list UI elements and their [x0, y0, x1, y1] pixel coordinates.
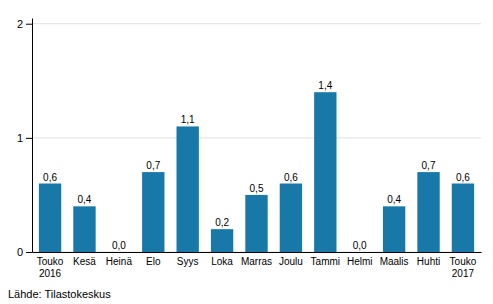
x-tick-label: Marras	[241, 256, 272, 267]
bar	[142, 172, 164, 252]
x-tick-label: Kesä	[73, 256, 96, 267]
x-tick-label-line: Loka	[211, 256, 233, 267]
grid-line	[32, 23, 481, 24]
grid-line	[32, 137, 481, 138]
x-tick-label-line: Marras	[241, 256, 272, 267]
x-tick-label-line: Tammi	[311, 256, 340, 267]
data-label: 1,4	[318, 80, 332, 91]
x-tick-label-line: Syys	[177, 256, 199, 267]
chart: 012Touko2016KesäHeinäEloSyysLokaMarrasJo…	[0, 0, 493, 304]
data-label: 0,6	[284, 172, 298, 183]
bar	[383, 206, 405, 252]
bar	[245, 195, 267, 252]
x-tick: Marras	[241, 256, 272, 267]
bar	[314, 92, 336, 252]
x-axis: Touko2016KesäHeinäEloSyysLokaMarrasJoulu…	[33, 253, 482, 279]
x-tick-label: Touko2016	[37, 256, 64, 279]
x-tick: Joulu	[279, 256, 303, 267]
x-tick: Elo	[146, 256, 161, 267]
x-tick: Syys	[177, 256, 199, 267]
x-tick-label-line: Touko	[450, 256, 477, 267]
x-tick: Tammi	[311, 256, 340, 267]
y-tick: 2	[17, 18, 32, 30]
bars	[39, 92, 474, 252]
data-label: 0,2	[215, 217, 229, 228]
bar	[39, 184, 61, 252]
data-label: 0,7	[146, 160, 160, 171]
x-tick-label-line: Kesä	[73, 256, 96, 267]
x-tick: Heinä	[106, 256, 133, 267]
bar	[73, 206, 95, 252]
data-labels: 0,6 0,4 0,0 0,7 1,1 0,2 0,5 0,6 1,4 0,0 0,4 0,7 0,6	[43, 80, 470, 251]
x-tick-label: Syys	[177, 256, 199, 267]
data-label: 0,7	[422, 160, 436, 171]
x-tick-label: Loka	[211, 256, 233, 267]
x-tick: Loka	[211, 256, 233, 267]
data-label: 0,5	[250, 183, 264, 194]
data-label: 0,0	[353, 240, 367, 251]
x-tick-label: Helmi	[347, 256, 373, 267]
y-axis-line	[32, 19, 33, 253]
bar	[177, 126, 199, 252]
y-tick-mark	[26, 252, 32, 253]
x-axis-line	[33, 252, 482, 253]
x-tick-label-line: 2016	[39, 268, 62, 279]
data-label: 0,4	[387, 194, 401, 205]
x-tick-label-line: Maalis	[380, 256, 409, 267]
x-tick: Huhti	[417, 256, 440, 267]
bar	[108, 252, 130, 253]
x-tick-label-line: Helmi	[347, 256, 373, 267]
bar	[211, 229, 233, 252]
data-label: 1,1	[181, 114, 195, 125]
x-tick-label-line: Touko	[37, 256, 64, 267]
y-axis: 0 1 2	[17, 18, 33, 258]
bar	[349, 252, 371, 253]
data-label: 0,0	[112, 240, 126, 251]
x-tick-label-line: 2017	[452, 268, 475, 279]
y-tick: 1	[17, 132, 32, 144]
x-tick-label: Elo	[146, 256, 161, 267]
y-tick-label: 2	[17, 18, 23, 30]
grid	[32, 24, 481, 252]
y-tick-label: 1	[17, 132, 23, 144]
x-tick-label: Touko2017	[450, 256, 477, 279]
x-tick-label: Huhti	[417, 256, 440, 267]
x-tick-label: Joulu	[279, 256, 303, 267]
y-tick-mark	[26, 138, 32, 139]
x-tick: Helmi	[347, 256, 373, 267]
x-tick-label: Tammi	[311, 256, 340, 267]
data-label: 0,6	[456, 172, 470, 183]
bar	[280, 184, 302, 252]
data-label: 0,6	[43, 172, 57, 183]
y-tick: 0	[17, 246, 32, 258]
x-tick-label: Maalis	[380, 256, 409, 267]
x-tick: Kesä	[73, 256, 96, 267]
x-tick: Touko2017	[450, 256, 477, 279]
plot-area: 012Touko2016KesäHeinäEloSyysLokaMarrasJo…	[17, 18, 482, 279]
x-tick-label: Heinä	[106, 256, 133, 267]
x-tick-label-line: Huhti	[417, 256, 440, 267]
source: Lähde: Tilastokeskus	[8, 288, 111, 300]
x-tick: Maalis	[380, 256, 409, 267]
x-tick-label-line: Joulu	[279, 256, 303, 267]
x-tick-label-line: Heinä	[106, 256, 133, 267]
y-tick-mark	[26, 24, 32, 25]
x-tick-label-line: Elo	[146, 256, 161, 267]
bar	[417, 172, 439, 252]
x-tick: Touko2016	[37, 256, 64, 279]
data-label: 0,4	[78, 194, 92, 205]
bar	[452, 184, 474, 252]
y-tick-label: 0	[17, 246, 23, 258]
